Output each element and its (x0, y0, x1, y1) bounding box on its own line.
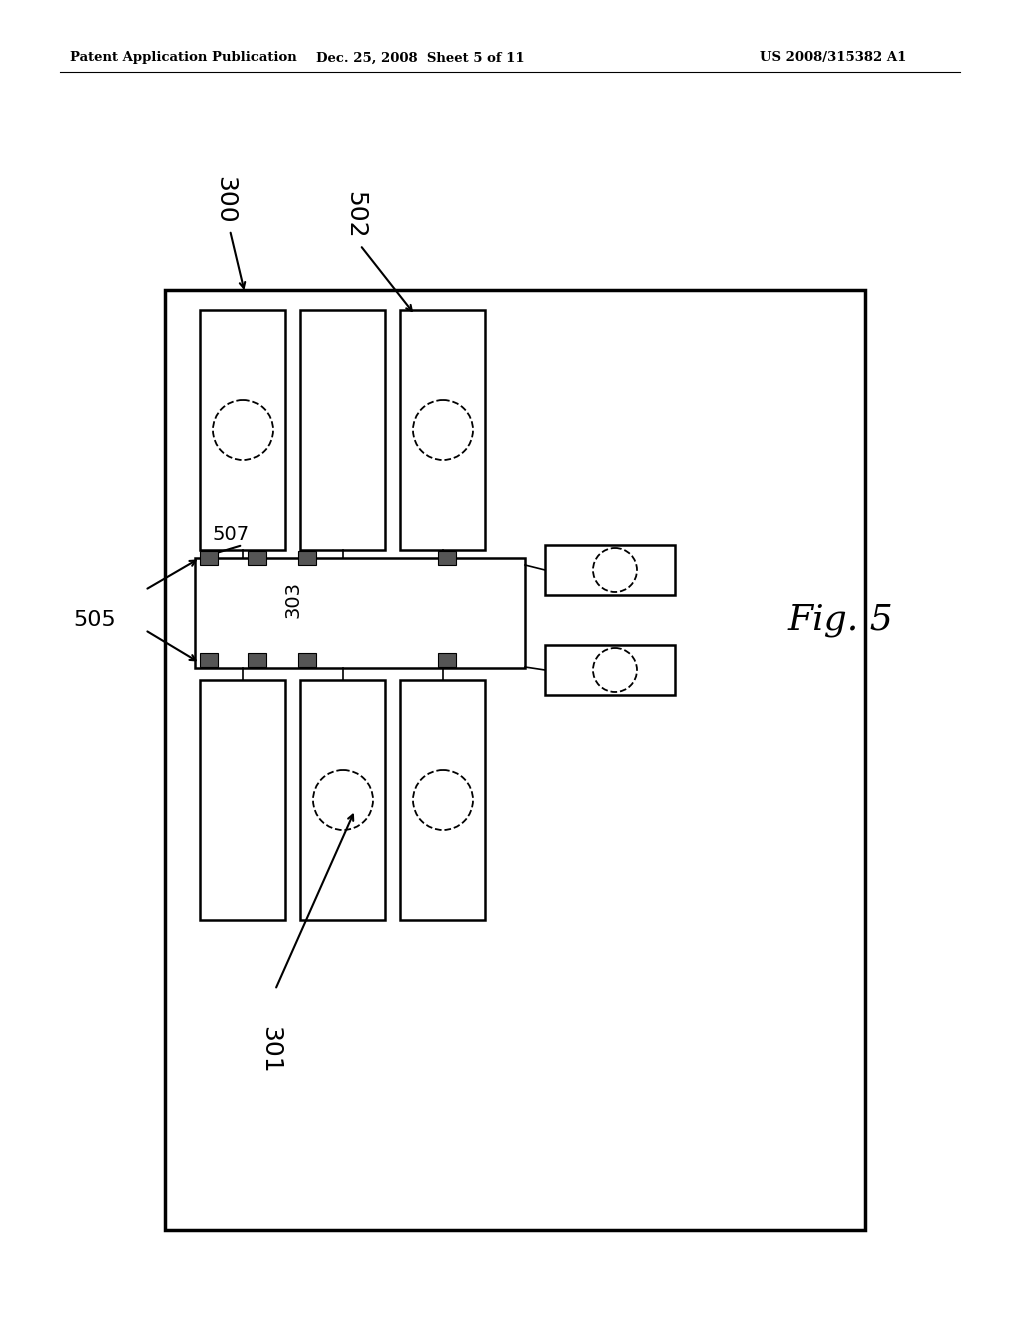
Bar (165, 290, 865, 1230)
Bar (195, 558, 525, 668)
Bar (248, 550, 266, 565)
Bar (200, 680, 285, 920)
Bar (545, 545, 675, 595)
Text: 502: 502 (343, 191, 367, 239)
Text: Fig. 5: Fig. 5 (787, 603, 893, 638)
Text: Patent Application Publication: Patent Application Publication (70, 51, 297, 65)
Bar (300, 310, 385, 550)
Text: 505: 505 (74, 610, 117, 630)
Bar (545, 645, 675, 696)
Bar (248, 653, 266, 667)
Text: 300: 300 (213, 176, 237, 224)
Text: 301: 301 (258, 1026, 282, 1073)
Bar (400, 310, 485, 550)
Bar (438, 653, 456, 667)
Bar (298, 550, 316, 565)
Bar (400, 680, 485, 920)
Bar (298, 653, 316, 667)
Text: Dec. 25, 2008  Sheet 5 of 11: Dec. 25, 2008 Sheet 5 of 11 (315, 51, 524, 65)
Text: 507: 507 (213, 525, 250, 544)
Bar (300, 680, 385, 920)
Text: US 2008/315382 A1: US 2008/315382 A1 (760, 51, 906, 65)
Bar (200, 550, 218, 565)
Bar (200, 653, 218, 667)
Bar (200, 310, 285, 550)
Bar (438, 550, 456, 565)
Text: 303: 303 (283, 582, 302, 619)
